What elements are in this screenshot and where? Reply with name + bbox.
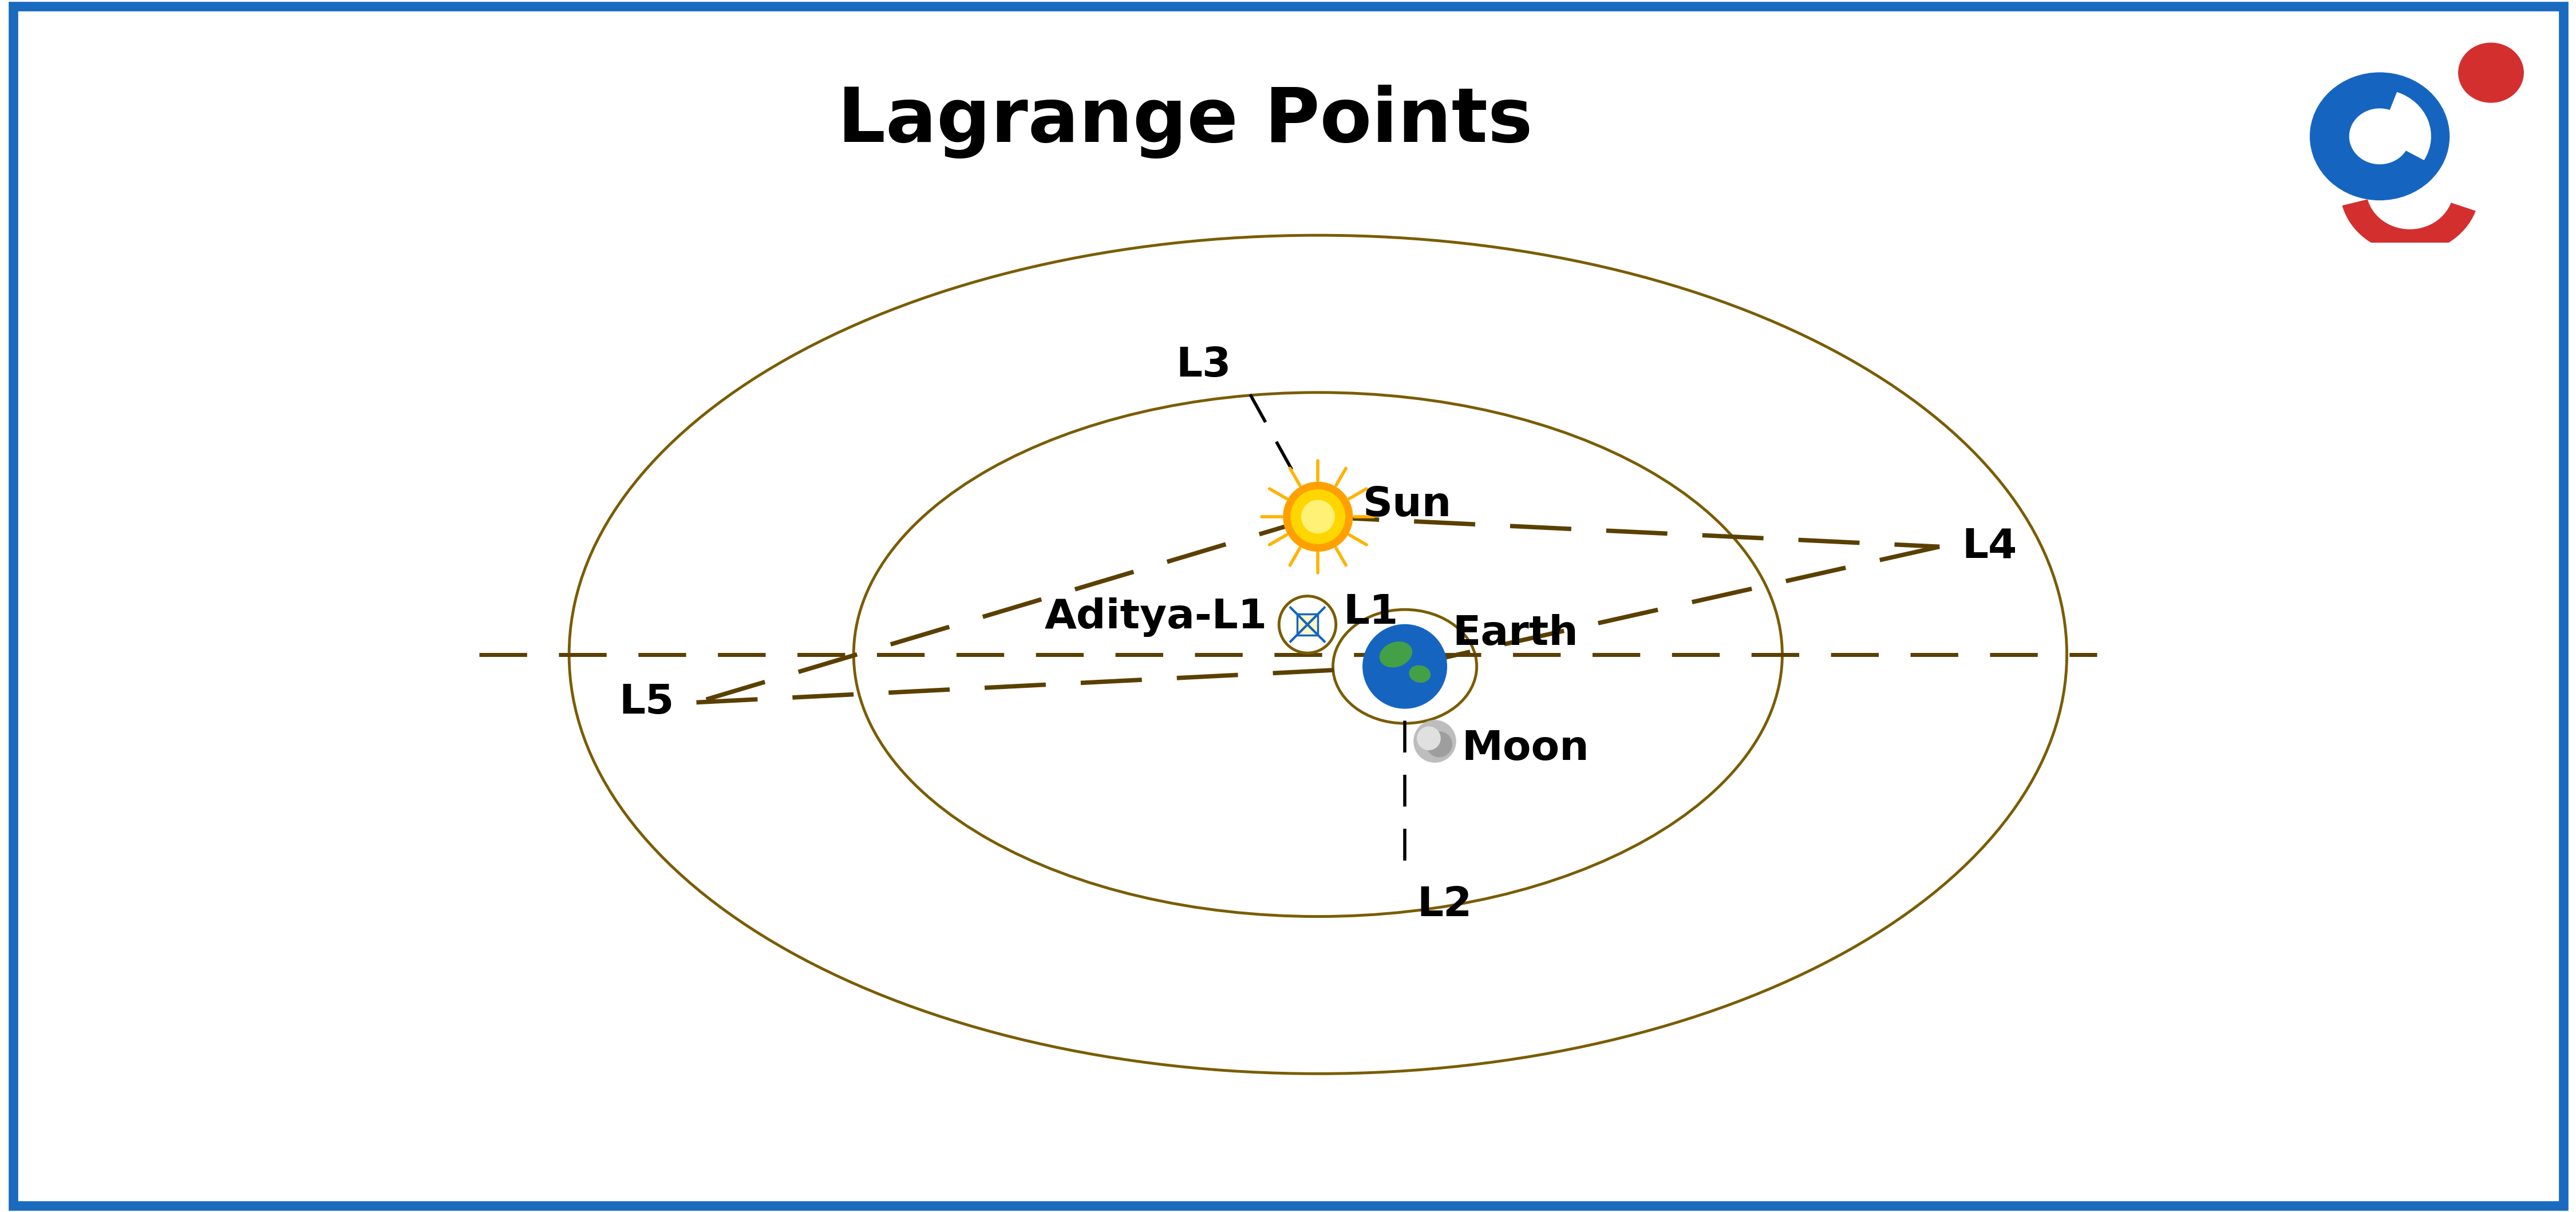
Text: Earth: Earth — [1453, 613, 1579, 653]
Text: L3: L3 — [1175, 345, 1231, 385]
Circle shape — [2311, 73, 2450, 200]
Text: L5: L5 — [618, 682, 675, 722]
Circle shape — [1417, 727, 1440, 750]
Ellipse shape — [1409, 665, 1430, 682]
Circle shape — [2349, 109, 2411, 164]
Text: Moon: Moon — [1461, 730, 1589, 768]
Text: L1: L1 — [1345, 593, 1399, 633]
Ellipse shape — [1381, 642, 1412, 667]
Circle shape — [1427, 732, 1453, 756]
Circle shape — [1291, 490, 1345, 544]
Circle shape — [1414, 720, 1455, 762]
Text: Aditya-L1: Aditya-L1 — [1043, 598, 1267, 636]
Wedge shape — [2380, 92, 2432, 160]
Circle shape — [1363, 624, 1448, 708]
Wedge shape — [2342, 200, 2476, 253]
Text: L2: L2 — [1417, 885, 1471, 925]
Text: Sun: Sun — [1363, 485, 1453, 525]
Polygon shape — [1296, 614, 1319, 635]
Circle shape — [1283, 482, 1352, 551]
Circle shape — [2458, 42, 2524, 102]
Text: L4: L4 — [1963, 527, 2017, 566]
Circle shape — [1301, 501, 1334, 533]
Text: Lagrange Points: Lagrange Points — [837, 85, 1533, 159]
